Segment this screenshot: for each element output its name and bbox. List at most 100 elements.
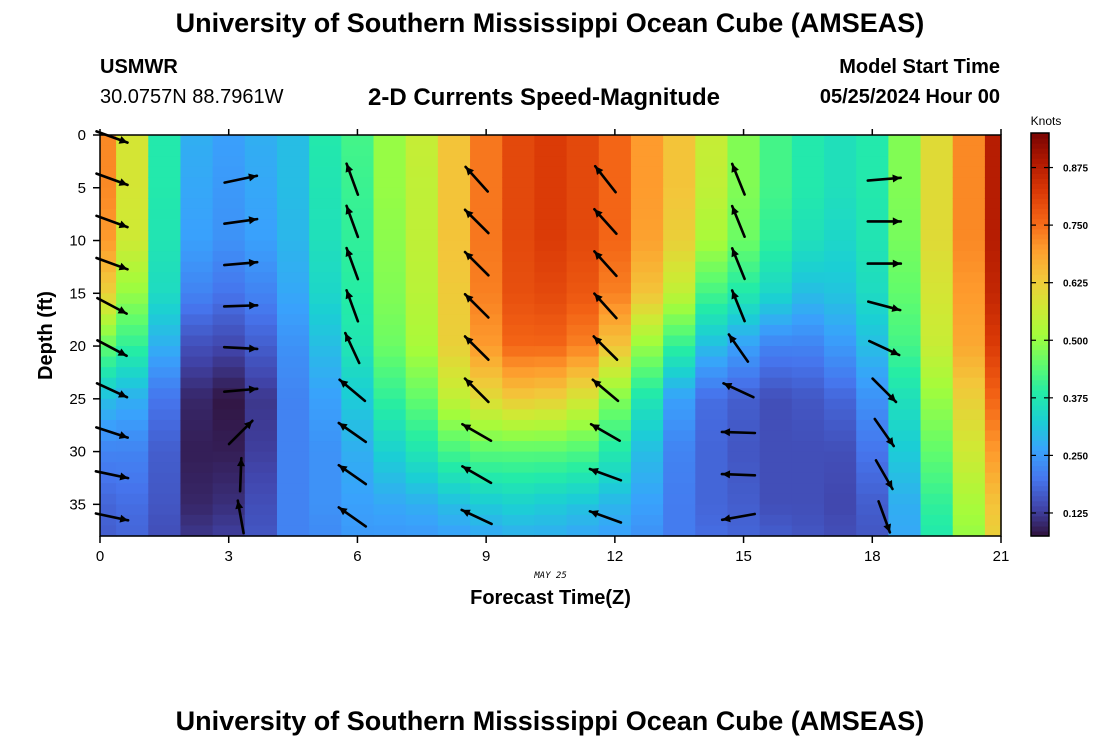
heatmap-cell — [534, 504, 568, 516]
heatmap-cell — [437, 156, 471, 168]
heatmap-cell — [566, 156, 600, 168]
heatmap-cell — [952, 441, 986, 453]
heatmap-cell — [888, 451, 922, 463]
heatmap-cell — [100, 198, 117, 210]
heatmap-cell — [437, 177, 471, 189]
heatmap-cell — [791, 208, 825, 221]
heatmap-cell — [373, 324, 407, 337]
current-vector-arrow — [95, 214, 129, 229]
heatmap-cell — [309, 419, 342, 432]
heatmap-cell — [341, 419, 375, 432]
heatmap-cell — [405, 525, 439, 537]
heatmap-cell — [405, 514, 439, 527]
page-title: University of Southern Mississippi Ocean… — [175, 8, 925, 38]
x-tick-label: 18 — [864, 548, 881, 565]
colorbar-tick-label: 0.125 — [1063, 509, 1088, 520]
heatmap-cell — [212, 324, 246, 337]
heatmap-cell — [148, 419, 182, 432]
heatmap-cell — [212, 409, 246, 421]
heatmap-cell — [405, 462, 439, 474]
heatmap-cell — [470, 293, 503, 305]
heatmap-cell — [373, 145, 407, 157]
heatmap-cell — [598, 177, 632, 189]
colorbar-segment — [1031, 415, 1049, 421]
heatmap-cell — [276, 293, 310, 305]
heatmap-cell — [824, 219, 857, 231]
heatmap-cell — [244, 441, 278, 453]
current-vector-arrow — [720, 512, 757, 523]
heatmap-cell — [566, 377, 600, 389]
current-vector-arrow — [222, 344, 259, 353]
heatmap-cell — [952, 272, 986, 284]
heatmap-cell — [888, 462, 922, 474]
heatmap-cell — [341, 156, 375, 168]
heatmap-cell — [663, 187, 696, 199]
heatmap-cell — [598, 419, 632, 432]
heatmap-cell — [212, 145, 246, 157]
heatmap-cell — [888, 187, 922, 199]
heatmap-cell — [100, 156, 117, 168]
heatmap-cell — [888, 525, 922, 537]
colorbar-segment — [1031, 490, 1049, 497]
colorbar-segment — [1031, 389, 1049, 396]
heatmap-cell — [405, 483, 439, 495]
heatmap-cell — [663, 303, 696, 315]
heatmap-cell — [373, 430, 407, 442]
heatmap-cell — [148, 229, 182, 242]
heatmap-cell — [630, 462, 664, 474]
heatmap-cell — [373, 282, 407, 294]
heatmap-cell — [920, 451, 954, 463]
heatmap-cell — [309, 229, 342, 242]
current-vector-arrow — [463, 208, 490, 235]
heatmap-cell — [534, 472, 568, 484]
heatmap-cell — [952, 156, 986, 168]
colorbar-segment — [1031, 248, 1049, 255]
heatmap-cell — [276, 135, 310, 147]
heatmap-cell — [116, 504, 149, 516]
heatmap-cell — [276, 198, 310, 210]
heatmap-cell — [759, 483, 793, 495]
heatmap-cell — [244, 388, 278, 400]
heatmap-cell — [566, 367, 600, 379]
heatmap-cell — [824, 272, 857, 284]
heatmap-cell — [598, 504, 632, 516]
heatmap-cell — [824, 177, 857, 189]
heatmap-cell — [727, 451, 761, 463]
heatmap-cell — [534, 430, 568, 442]
heatmap-cell — [630, 377, 664, 389]
heatmap-cell — [244, 282, 278, 294]
heatmap-cell — [309, 346, 342, 358]
heatmap-cell — [630, 335, 664, 347]
heatmap-cell — [309, 514, 342, 527]
heatmap-cell — [437, 493, 471, 505]
y-tick-label: 0 — [78, 127, 86, 144]
heatmap-cell — [856, 377, 889, 389]
heatmap-cell — [630, 472, 664, 484]
heatmap-cell — [309, 187, 342, 199]
heatmap-cell — [437, 367, 471, 379]
heatmap-cell — [695, 356, 729, 368]
heatmap-cell — [759, 166, 793, 178]
heatmap-cell — [534, 462, 568, 474]
heatmap-cell — [598, 272, 632, 284]
heatmap-cell — [212, 419, 246, 432]
y-tick-label: 15 — [69, 285, 86, 302]
heatmap-cell — [470, 198, 503, 210]
heatmap-cell — [405, 504, 439, 516]
heatmap-cell — [148, 145, 182, 157]
colorbar-segment — [1031, 158, 1049, 164]
heatmap-cell — [727, 409, 761, 421]
heatmap-cell — [663, 346, 696, 358]
heatmap-cell — [276, 251, 310, 263]
heatmap-cell — [663, 419, 696, 432]
heatmap-cell — [437, 272, 471, 284]
heatmap-cell — [373, 240, 407, 252]
heatmap-cell — [100, 314, 117, 326]
heatmap-cell — [405, 377, 439, 389]
heatmap-cell — [244, 504, 278, 516]
heatmap-cell — [534, 219, 568, 231]
heatmap-cell — [856, 135, 889, 147]
heatmap-cell — [276, 409, 310, 421]
heatmap-cell — [888, 356, 922, 368]
heatmap-cell — [759, 377, 793, 389]
